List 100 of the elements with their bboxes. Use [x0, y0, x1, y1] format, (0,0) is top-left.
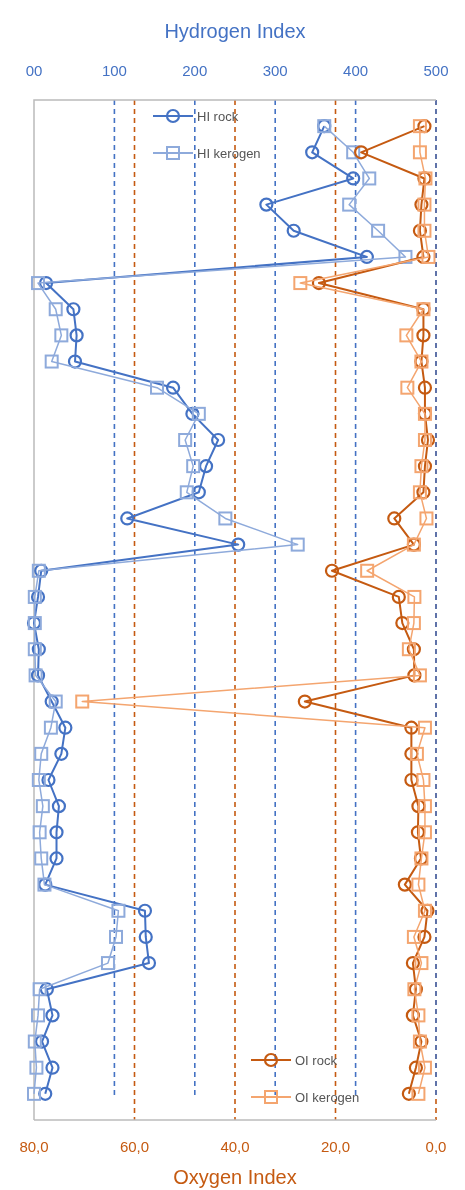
- point: [311, 275, 327, 291]
- point: [405, 955, 420, 971]
- point: [54, 746, 69, 761]
- point: [35, 799, 50, 814]
- point: [34, 1034, 50, 1049]
- point: [346, 171, 361, 186]
- point: [51, 799, 67, 814]
- point: [412, 668, 427, 683]
- point: [290, 537, 305, 552]
- x2-tick-label: 300: [262, 62, 288, 79]
- point: [191, 485, 206, 500]
- x-tick-label: 20,0: [320, 1138, 351, 1155]
- x-tick-label: 80,0: [19, 1138, 49, 1155]
- point: [406, 642, 421, 657]
- point: [417, 929, 432, 945]
- point: [417, 433, 432, 447]
- point: [411, 1086, 426, 1101]
- point: [179, 485, 194, 500]
- legend-label: OI rock: [295, 1053, 338, 1068]
- point: [407, 668, 422, 683]
- point: [178, 433, 193, 447]
- point: [342, 197, 357, 212]
- point: [286, 223, 301, 238]
- x-tick-label: 0,0: [425, 1138, 447, 1155]
- point: [411, 1008, 426, 1023]
- x2-tick-label: 100: [101, 62, 127, 79]
- point: [34, 851, 49, 866]
- x-axis-title: Oxygen Index: [173, 1166, 297, 1188]
- point: [218, 511, 233, 526]
- point: [404, 746, 419, 761]
- point: [414, 459, 429, 474]
- point: [39, 982, 54, 997]
- point: [305, 145, 320, 160]
- point: [395, 615, 410, 631]
- point: [185, 406, 200, 421]
- point: [412, 223, 428, 238]
- point: [293, 276, 308, 291]
- point: [359, 249, 374, 265]
- x2-tick-label: 500: [423, 62, 449, 79]
- point: [419, 511, 434, 526]
- point: [141, 955, 157, 971]
- point: [137, 903, 153, 918]
- point: [414, 956, 429, 971]
- x2-axis-title: Hydrogen Index: [164, 20, 306, 42]
- point: [412, 485, 427, 500]
- point: [31, 642, 46, 657]
- point: [27, 1034, 42, 1049]
- point: [391, 589, 406, 605]
- point: [120, 511, 135, 526]
- legend-label: OI kerogen: [295, 1090, 360, 1105]
- point: [211, 432, 226, 448]
- point: [41, 772, 56, 788]
- point: [29, 1060, 44, 1075]
- point: [416, 773, 431, 787]
- point: [416, 485, 431, 500]
- point: [417, 720, 432, 735]
- point: [231, 537, 246, 552]
- point: [198, 459, 214, 474]
- point: [420, 432, 436, 448]
- point: [49, 851, 64, 866]
- point: [401, 642, 416, 657]
- point: [43, 720, 58, 735]
- point: [404, 772, 419, 788]
- legend-label: HI kerogen: [197, 146, 261, 161]
- point: [100, 956, 115, 971]
- point: [406, 616, 421, 631]
- point: [31, 276, 46, 291]
- point: [417, 380, 433, 395]
- x-tick-label: 40,0: [220, 1138, 250, 1155]
- point: [417, 1060, 432, 1075]
- point: [58, 720, 73, 735]
- point: [48, 302, 63, 317]
- point: [354, 145, 369, 160]
- point: [417, 825, 432, 840]
- point: [44, 354, 59, 369]
- point: [54, 328, 69, 343]
- point: [191, 406, 206, 421]
- point: [397, 877, 412, 892]
- point: [27, 589, 42, 604]
- point: [38, 1086, 53, 1101]
- point: [31, 1008, 46, 1023]
- point: [165, 380, 181, 395]
- point: [69, 328, 84, 343]
- point: [27, 1086, 41, 1101]
- point: [109, 929, 124, 944]
- legend-label: HI rock: [197, 109, 239, 124]
- point: [31, 773, 46, 787]
- point: [411, 877, 426, 892]
- x2-tick-label: 200: [182, 62, 208, 79]
- point: [45, 1060, 60, 1075]
- point: [38, 275, 54, 291]
- point: [387, 511, 402, 526]
- point: [399, 328, 414, 343]
- point: [45, 1008, 60, 1023]
- point: [48, 694, 63, 709]
- point: [417, 459, 433, 474]
- point: [360, 563, 375, 578]
- point: [398, 249, 413, 264]
- point: [416, 249, 431, 265]
- point: [412, 145, 427, 160]
